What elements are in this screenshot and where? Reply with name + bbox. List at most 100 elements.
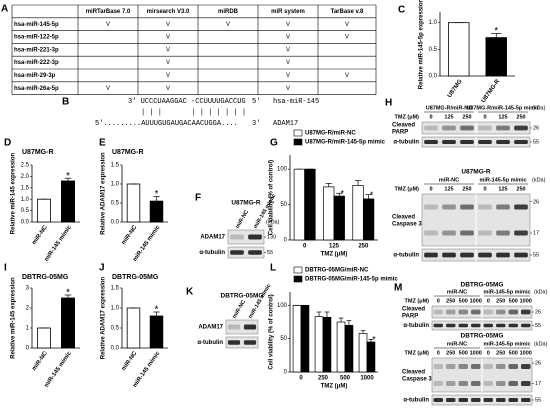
lane-label: 125 [444, 186, 453, 192]
blot-band [496, 309, 506, 315]
blot-title: DBTRG-05MG [461, 333, 504, 340]
y-axis-label: Relative miR-145 expression [11, 277, 17, 359]
x-tick-label: miR-145 mimic [44, 350, 74, 389]
x-tick-label: miR-NC [121, 350, 139, 372]
sequence-line: | | | | | | | | | | [141, 109, 246, 117]
lane-label: 0 [437, 350, 440, 356]
protein-label: ADAM17 [200, 235, 225, 241]
group-label: miR-NC [447, 341, 467, 347]
protein-label: α-tubulin [393, 253, 419, 259]
panel-letter: J [99, 263, 105, 274]
tmz-label: TMZ (μM) [405, 350, 430, 356]
y-tick-label: 1.0 [111, 306, 120, 312]
blot-band [478, 140, 492, 144]
lane-label: 250 [446, 298, 455, 304]
table-header: miRDB [218, 9, 239, 15]
y-tick-label: 1 [26, 326, 30, 332]
blot-band [483, 381, 493, 386]
blot-band [460, 204, 474, 210]
blot-band [446, 309, 456, 315]
bar [304, 168, 316, 241]
group-label: miR-145-5p mimic [479, 177, 526, 183]
blot-band [460, 252, 474, 258]
blot-band [243, 324, 257, 330]
x-tick-label: 250 [318, 376, 329, 382]
x-tick-label: miR-NC [121, 224, 139, 246]
blot-band [458, 381, 468, 386]
blot-band [243, 340, 257, 345]
lane-label: 1000 [520, 350, 532, 356]
panel-letter: A [1, 4, 8, 15]
significance-mark: * [155, 189, 159, 200]
bar [358, 332, 368, 373]
blot-band [442, 252, 456, 258]
panel-letter: F [195, 193, 201, 204]
blot-band [471, 323, 481, 328]
bar [300, 304, 310, 373]
lane-label: 500 [459, 350, 468, 356]
x-axis-label: TMZ (μM) [321, 252, 348, 258]
bar [149, 315, 164, 349]
lane-label: 250 [462, 186, 471, 192]
chart-title: U87MG-R [22, 149, 54, 156]
kda-label: 55 [535, 397, 541, 403]
blot-band [433, 323, 443, 328]
blot-band [248, 250, 262, 255]
blot-band [514, 125, 528, 131]
y-tick-label: 1.0 [111, 182, 120, 188]
protein-label: ADAM17 [198, 325, 223, 331]
lane-label: 0 [487, 350, 490, 356]
x-tick-label: U87MG [447, 78, 464, 99]
significance-mark: * [66, 171, 70, 182]
lane-label: 250 [446, 350, 455, 356]
lane-label: 125 [498, 186, 507, 192]
y-tick-label: 0.5 [21, 208, 30, 214]
table-header: mirsearch V3.0 [147, 9, 190, 15]
lane-label: 500 [459, 298, 468, 304]
legend-swatch [293, 138, 303, 146]
significance-mark: * [66, 288, 70, 299]
group-label: U87MG-R/miR-145-5p mimic [466, 105, 539, 111]
table-cell: V [166, 60, 170, 66]
table-cell: V [166, 35, 170, 41]
blot-band [460, 140, 474, 144]
blot-band [424, 125, 438, 131]
blot-band [471, 381, 481, 386]
y-tick-label: 100 [277, 303, 288, 309]
protein-label: α-tubulin [199, 250, 225, 256]
table-cell: V [166, 73, 170, 79]
bar [37, 198, 52, 223]
table-cell: V [345, 73, 349, 79]
bar [333, 195, 345, 241]
blot-band [471, 398, 481, 402]
blot-band [483, 309, 493, 315]
lane-label: 0 [487, 298, 490, 304]
y-tick-label: 0 [284, 238, 288, 244]
y-tick-label: 1.0 [429, 20, 438, 26]
bar [344, 324, 354, 373]
panel-letter: D [4, 138, 11, 149]
y-tick-label: 0.0 [111, 220, 120, 226]
x-tick-label: 0 [303, 244, 307, 250]
blot-strip [225, 336, 259, 349]
y-tick-label: 50 [280, 336, 287, 342]
blot-band [230, 234, 244, 240]
y-tick-label: 0 [284, 370, 288, 376]
protein-label: α-tubulin [403, 323, 429, 329]
chart-title: U87MG-R [112, 149, 144, 156]
kda-unit: (kDa) [532, 177, 546, 183]
blot-band [433, 398, 443, 402]
blot-band [514, 140, 528, 144]
blot-band [508, 381, 518, 386]
bar [61, 297, 76, 349]
lane-label: 0 [429, 186, 432, 192]
tmz-label: TMZ (μM) [405, 298, 430, 304]
protein-label: Cleaved PARP [392, 122, 417, 135]
table-cell: V [345, 35, 349, 41]
group-label: miR-NC [439, 177, 459, 183]
y-tick-label: 0 [26, 346, 30, 352]
bar [336, 321, 346, 373]
significance-mark: * [370, 190, 374, 200]
blot-band [514, 230, 528, 236]
blot-band [508, 323, 518, 328]
